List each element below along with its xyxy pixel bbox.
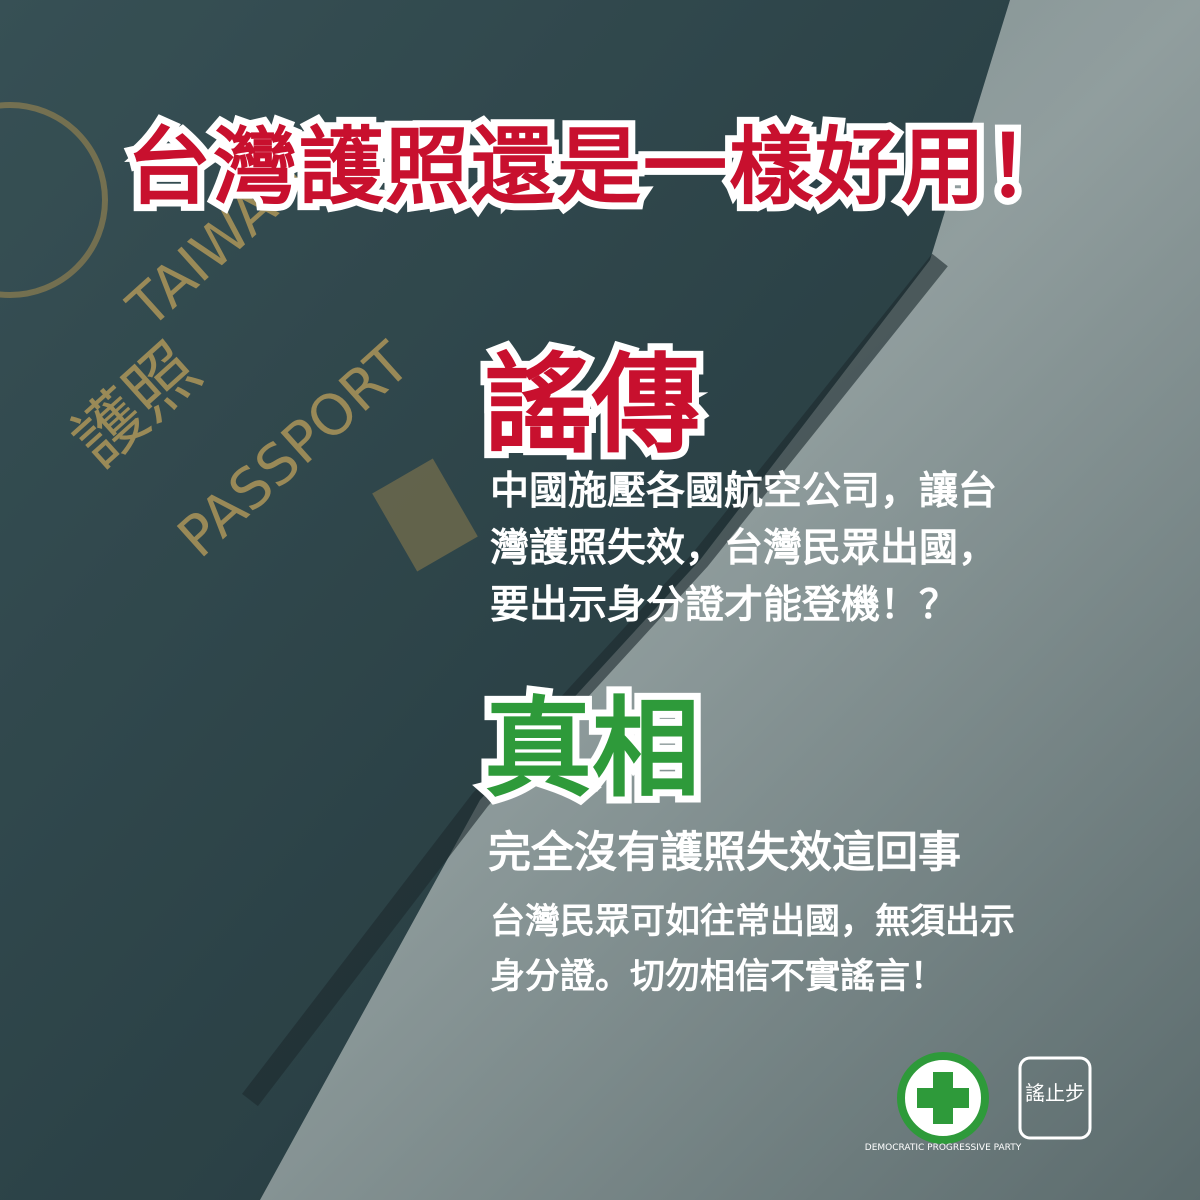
rumor-line: 中國施壓各國航空公司，讓台 [490, 469, 998, 514]
title: 台灣護照還是一樣好用！ [120, 110, 1078, 223]
stop-logo-text: 謠止步 [1025, 1081, 1085, 1105]
rumor-line: 灣護照失效，台灣民眾出國， [490, 526, 998, 571]
rumor-line: 要出示身分證才能登機！？ [490, 583, 959, 628]
truth-line: 身分證。切勿相信不實謠言！ [490, 957, 946, 997]
stop-logo [1018, 1056, 1092, 1140]
truth-line: 台灣民眾可如往常出國，無須出示 [490, 902, 1016, 942]
truth-heading: 真相 [477, 679, 707, 819]
truth-subheading: 完全沒有護照失效這回事 [488, 828, 961, 878]
rumor-heading: 謠傳 [477, 335, 707, 475]
party-name: DEMOCRATIC PROGRESSIVE PARTY [865, 1143, 1022, 1153]
